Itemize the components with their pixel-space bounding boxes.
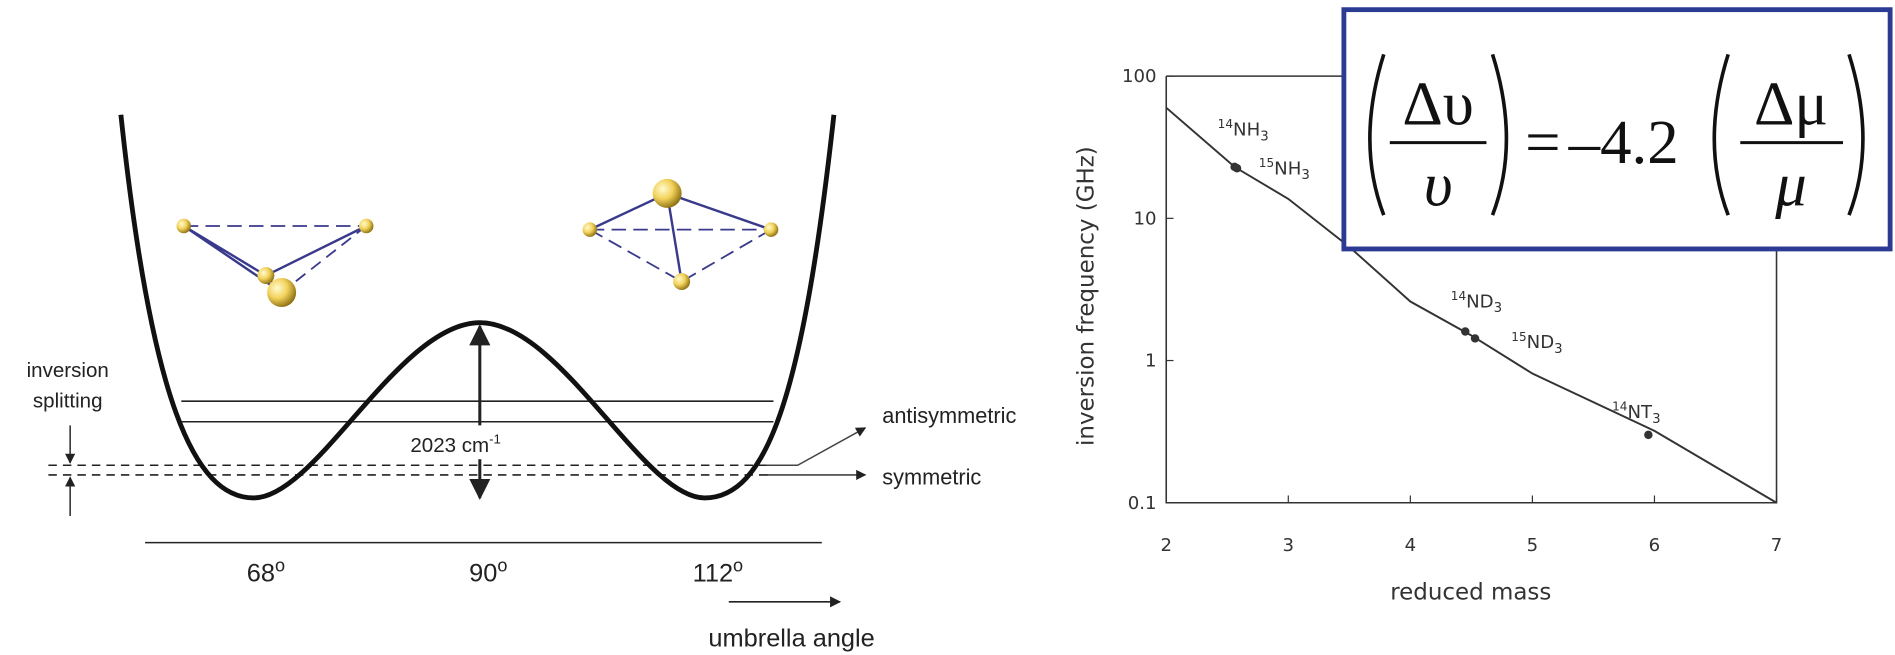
atom [176, 219, 191, 234]
splitting-label: splitting [33, 389, 103, 412]
x-axis-label: reduced mass [1390, 579, 1551, 605]
angle-label: 68o [247, 556, 285, 588]
atom [673, 273, 690, 290]
atom [653, 179, 682, 208]
equation-term: Δμ [1754, 68, 1828, 138]
potential-diagram: 2023 cm-1 inversion splitting antisymmet… [27, 115, 1017, 653]
equation-term: –4.2 [1568, 107, 1679, 177]
data-point [1461, 327, 1469, 335]
x-tick-label: 2 [1160, 535, 1172, 556]
atom [583, 222, 598, 237]
data-point [1233, 164, 1241, 172]
level-label: symmetric [882, 465, 981, 490]
point-label: 14NH3 [1218, 117, 1269, 144]
level-arrow [766, 428, 865, 465]
angle-label: 90o [469, 556, 507, 588]
angle-axis-label: umbrella angle [708, 625, 874, 653]
equation-term: μ [1774, 149, 1807, 219]
page: 2023 cm-1 inversion splitting antisymmet… [0, 0, 1895, 655]
y-tick-label: 100 [1122, 66, 1157, 87]
angle-label: 112o [693, 556, 744, 588]
splitting-label: inversion [27, 359, 109, 382]
level-label: antisymmetric [882, 403, 1016, 428]
y-tick-label: 1 [1145, 351, 1157, 372]
y-tick-label: 10 [1134, 208, 1157, 229]
point-label: 14ND3 [1451, 289, 1502, 316]
x-tick-label: 5 [1527, 535, 1539, 556]
equation-term: Δυ [1402, 68, 1474, 138]
x-tick-label: 3 [1283, 535, 1295, 556]
data-point [1644, 431, 1652, 439]
x-tick-label: 6 [1649, 535, 1661, 556]
y-axis-label: inversion frequency (GHz) [1074, 146, 1100, 446]
molecule [590, 193, 771, 281]
figure: 2023 cm-1 inversion splitting antisymmet… [0, 0, 1895, 655]
data-point [1471, 334, 1479, 342]
atom [764, 222, 779, 237]
point-label: 15NH3 [1259, 156, 1310, 183]
equation-term: υ [1424, 149, 1453, 219]
point-label: 14NT3 [1612, 400, 1660, 427]
y-tick-label: 0.1 [1128, 493, 1157, 514]
x-tick-label: 7 [1771, 535, 1783, 556]
point-label: 15ND3 [1511, 330, 1562, 357]
atom [267, 278, 296, 307]
atom [257, 267, 274, 284]
atom [359, 219, 374, 234]
barrier-label: 2023 cm-1 [410, 432, 501, 457]
equation-term: = [1525, 107, 1560, 177]
x-tick-label: 4 [1405, 535, 1417, 556]
equation-box: Δυ υ = –4.2 Δμ μ [1344, 10, 1890, 249]
